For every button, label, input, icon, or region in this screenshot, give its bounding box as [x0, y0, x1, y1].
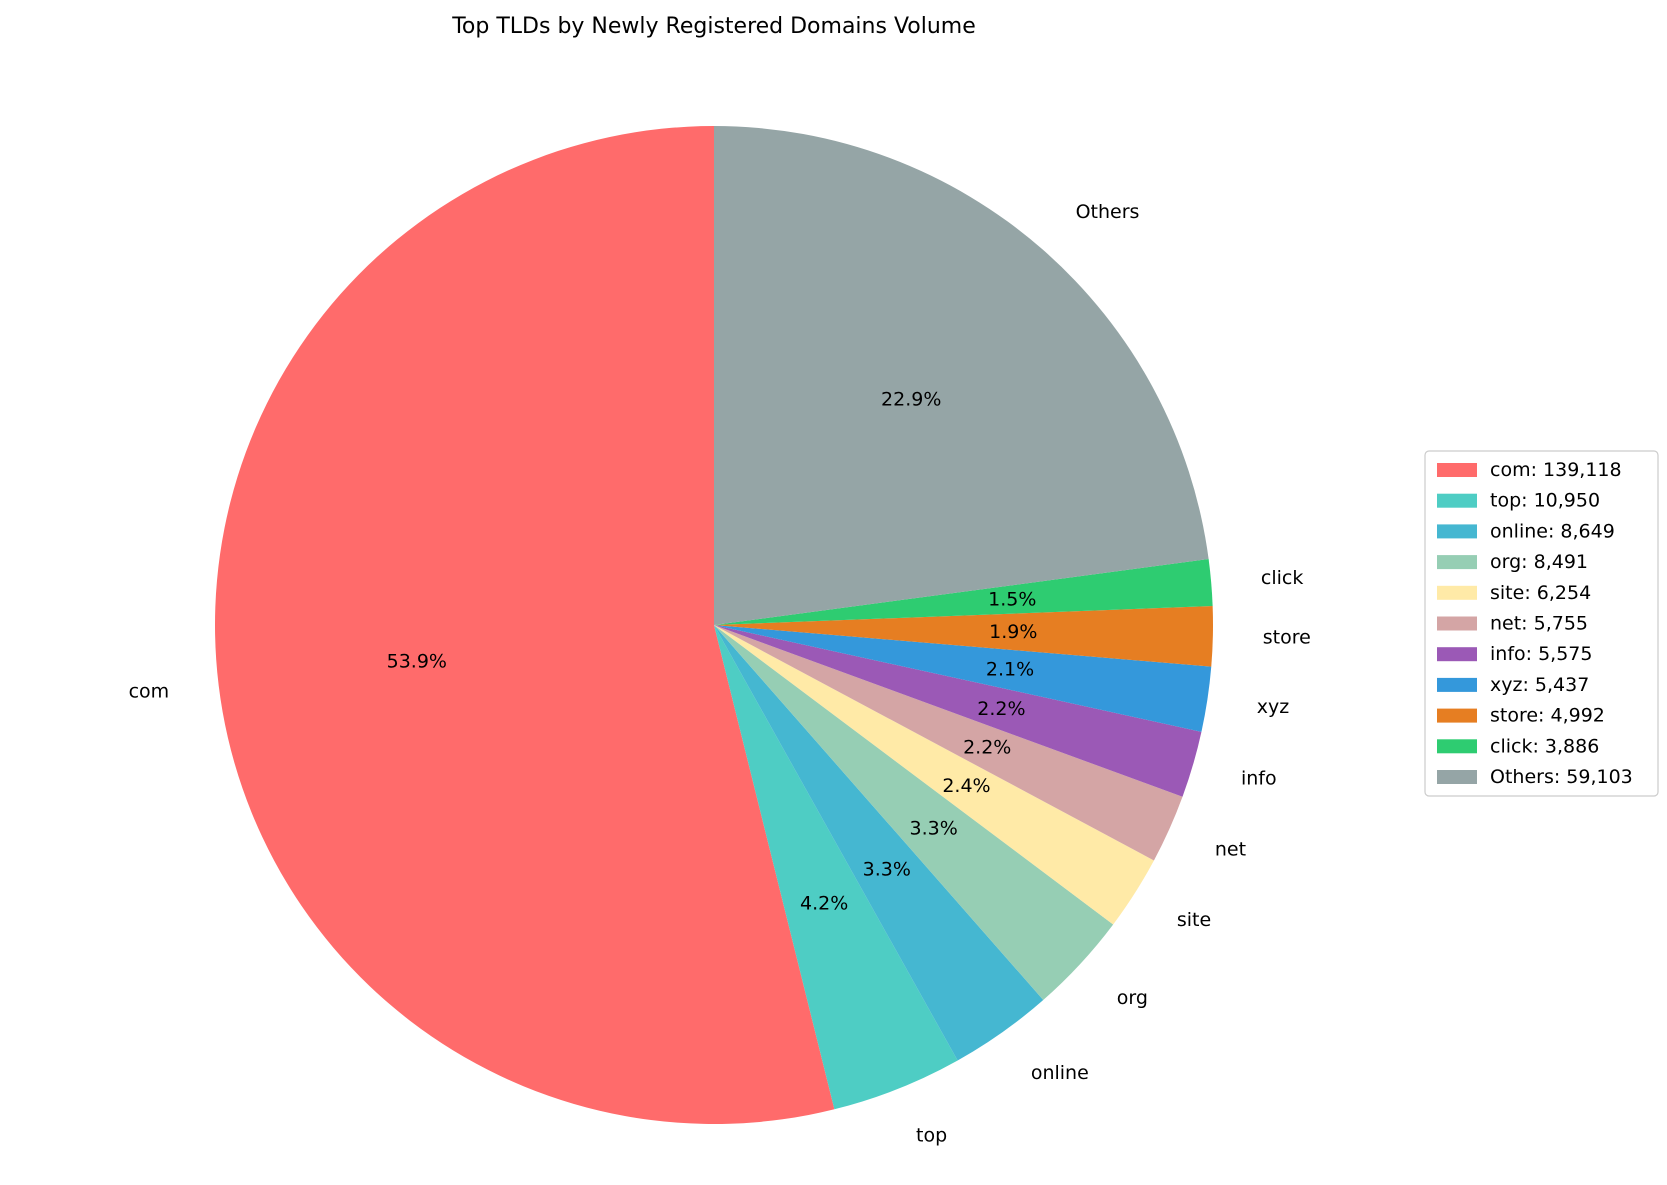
legend-swatch-top	[1437, 493, 1477, 508]
legend-swatch-store	[1437, 708, 1477, 723]
legend-label-click: click: 3,886	[1490, 735, 1599, 757]
pie-slice-org	[714, 625, 1114, 1000]
pie-slice-others	[714, 126, 1209, 625]
legend-label-xyz: xyz: 5,437	[1490, 674, 1589, 696]
slice-label-online: online	[1031, 1062, 1089, 1084]
percent-label-store: 1.9%	[989, 621, 1037, 643]
percent-label-org: 3.3%	[910, 817, 958, 839]
legend-label-com: com: 139,118	[1490, 459, 1622, 481]
legend-swatch-net	[1437, 616, 1477, 631]
percent-label-top: 4.2%	[800, 892, 848, 914]
percent-label-xyz: 2.1%	[986, 659, 1034, 681]
pie-slice-xyz	[714, 625, 1212, 732]
legend-frame	[1424, 450, 1659, 797]
pie-slice-top	[714, 625, 958, 1110]
legend-swatch-site	[1437, 585, 1477, 600]
legend-label-info: info: 5,575	[1490, 643, 1592, 665]
legend-swatch-others	[1437, 770, 1477, 784]
percent-label-others: 22.9%	[881, 389, 941, 411]
slice-label-click: click	[1261, 567, 1303, 589]
legend-swatch-info	[1437, 647, 1477, 662]
pie-slice-store	[714, 606, 1214, 667]
legend-label-store: store: 4,992	[1490, 705, 1605, 727]
percent-label-info: 2.2%	[977, 698, 1025, 720]
percent-label-site: 2.4%	[942, 775, 990, 797]
legend-swatch-xyz	[1437, 677, 1477, 692]
slice-labels: com top online org site net info xyz store click O…	[129, 201, 1311, 1146]
pie-slices	[215, 126, 1214, 1124]
pie-slice-com	[215, 126, 835, 1124]
slice-label-store: store	[1263, 626, 1311, 648]
slice-label-others: Others	[1076, 201, 1140, 223]
percent-label-com: 53.9%	[387, 650, 447, 672]
slice-label-org: org	[1117, 987, 1148, 1009]
percent-label-click: 1.5%	[988, 588, 1036, 610]
percent-label-online: 3.3%	[863, 858, 911, 880]
legend-swatch-online	[1437, 524, 1477, 539]
legend-label-online: online: 8,649	[1490, 520, 1615, 542]
legend-label-net: net: 5,755	[1490, 613, 1588, 635]
legend-label-others: Others: 59,103	[1490, 766, 1633, 788]
pie-slice-online	[714, 625, 1044, 1061]
chart-title: Top TLDs by Newly Registered Domains Vol…	[451, 14, 976, 39]
slice-label-info: info	[1241, 768, 1277, 790]
slice-label-xyz: xyz	[1257, 696, 1289, 718]
legend-swatch-click	[1437, 739, 1477, 754]
legend-label-site: site: 6,254	[1490, 582, 1591, 604]
legend: com: 139,118 top: 10,950 online: 8,649 org:…	[1424, 450, 1659, 797]
slice-label-com: com	[129, 681, 170, 703]
pie-slice-info	[714, 625, 1202, 797]
slice-label-site: site	[1177, 909, 1211, 931]
legend-label-top: top: 10,950	[1490, 490, 1600, 512]
slice-label-top: top	[916, 1124, 947, 1146]
legend-label-org: org: 8,491	[1490, 551, 1588, 573]
legend-swatch-org	[1437, 555, 1477, 570]
pie-slice-click	[714, 559, 1213, 625]
percent-label-net: 2.2%	[963, 736, 1011, 758]
percent-labels: 53.9% 4.2% 3.3% 3.3% 2.4% 2.2% 2.2% 2.1% 1.9% 1.5…	[387, 389, 1038, 915]
legend-swatch-com	[1437, 463, 1477, 477]
pie-slice-site	[714, 625, 1154, 925]
pie-slice-net	[714, 625, 1183, 861]
slice-label-net: net	[1215, 839, 1246, 861]
